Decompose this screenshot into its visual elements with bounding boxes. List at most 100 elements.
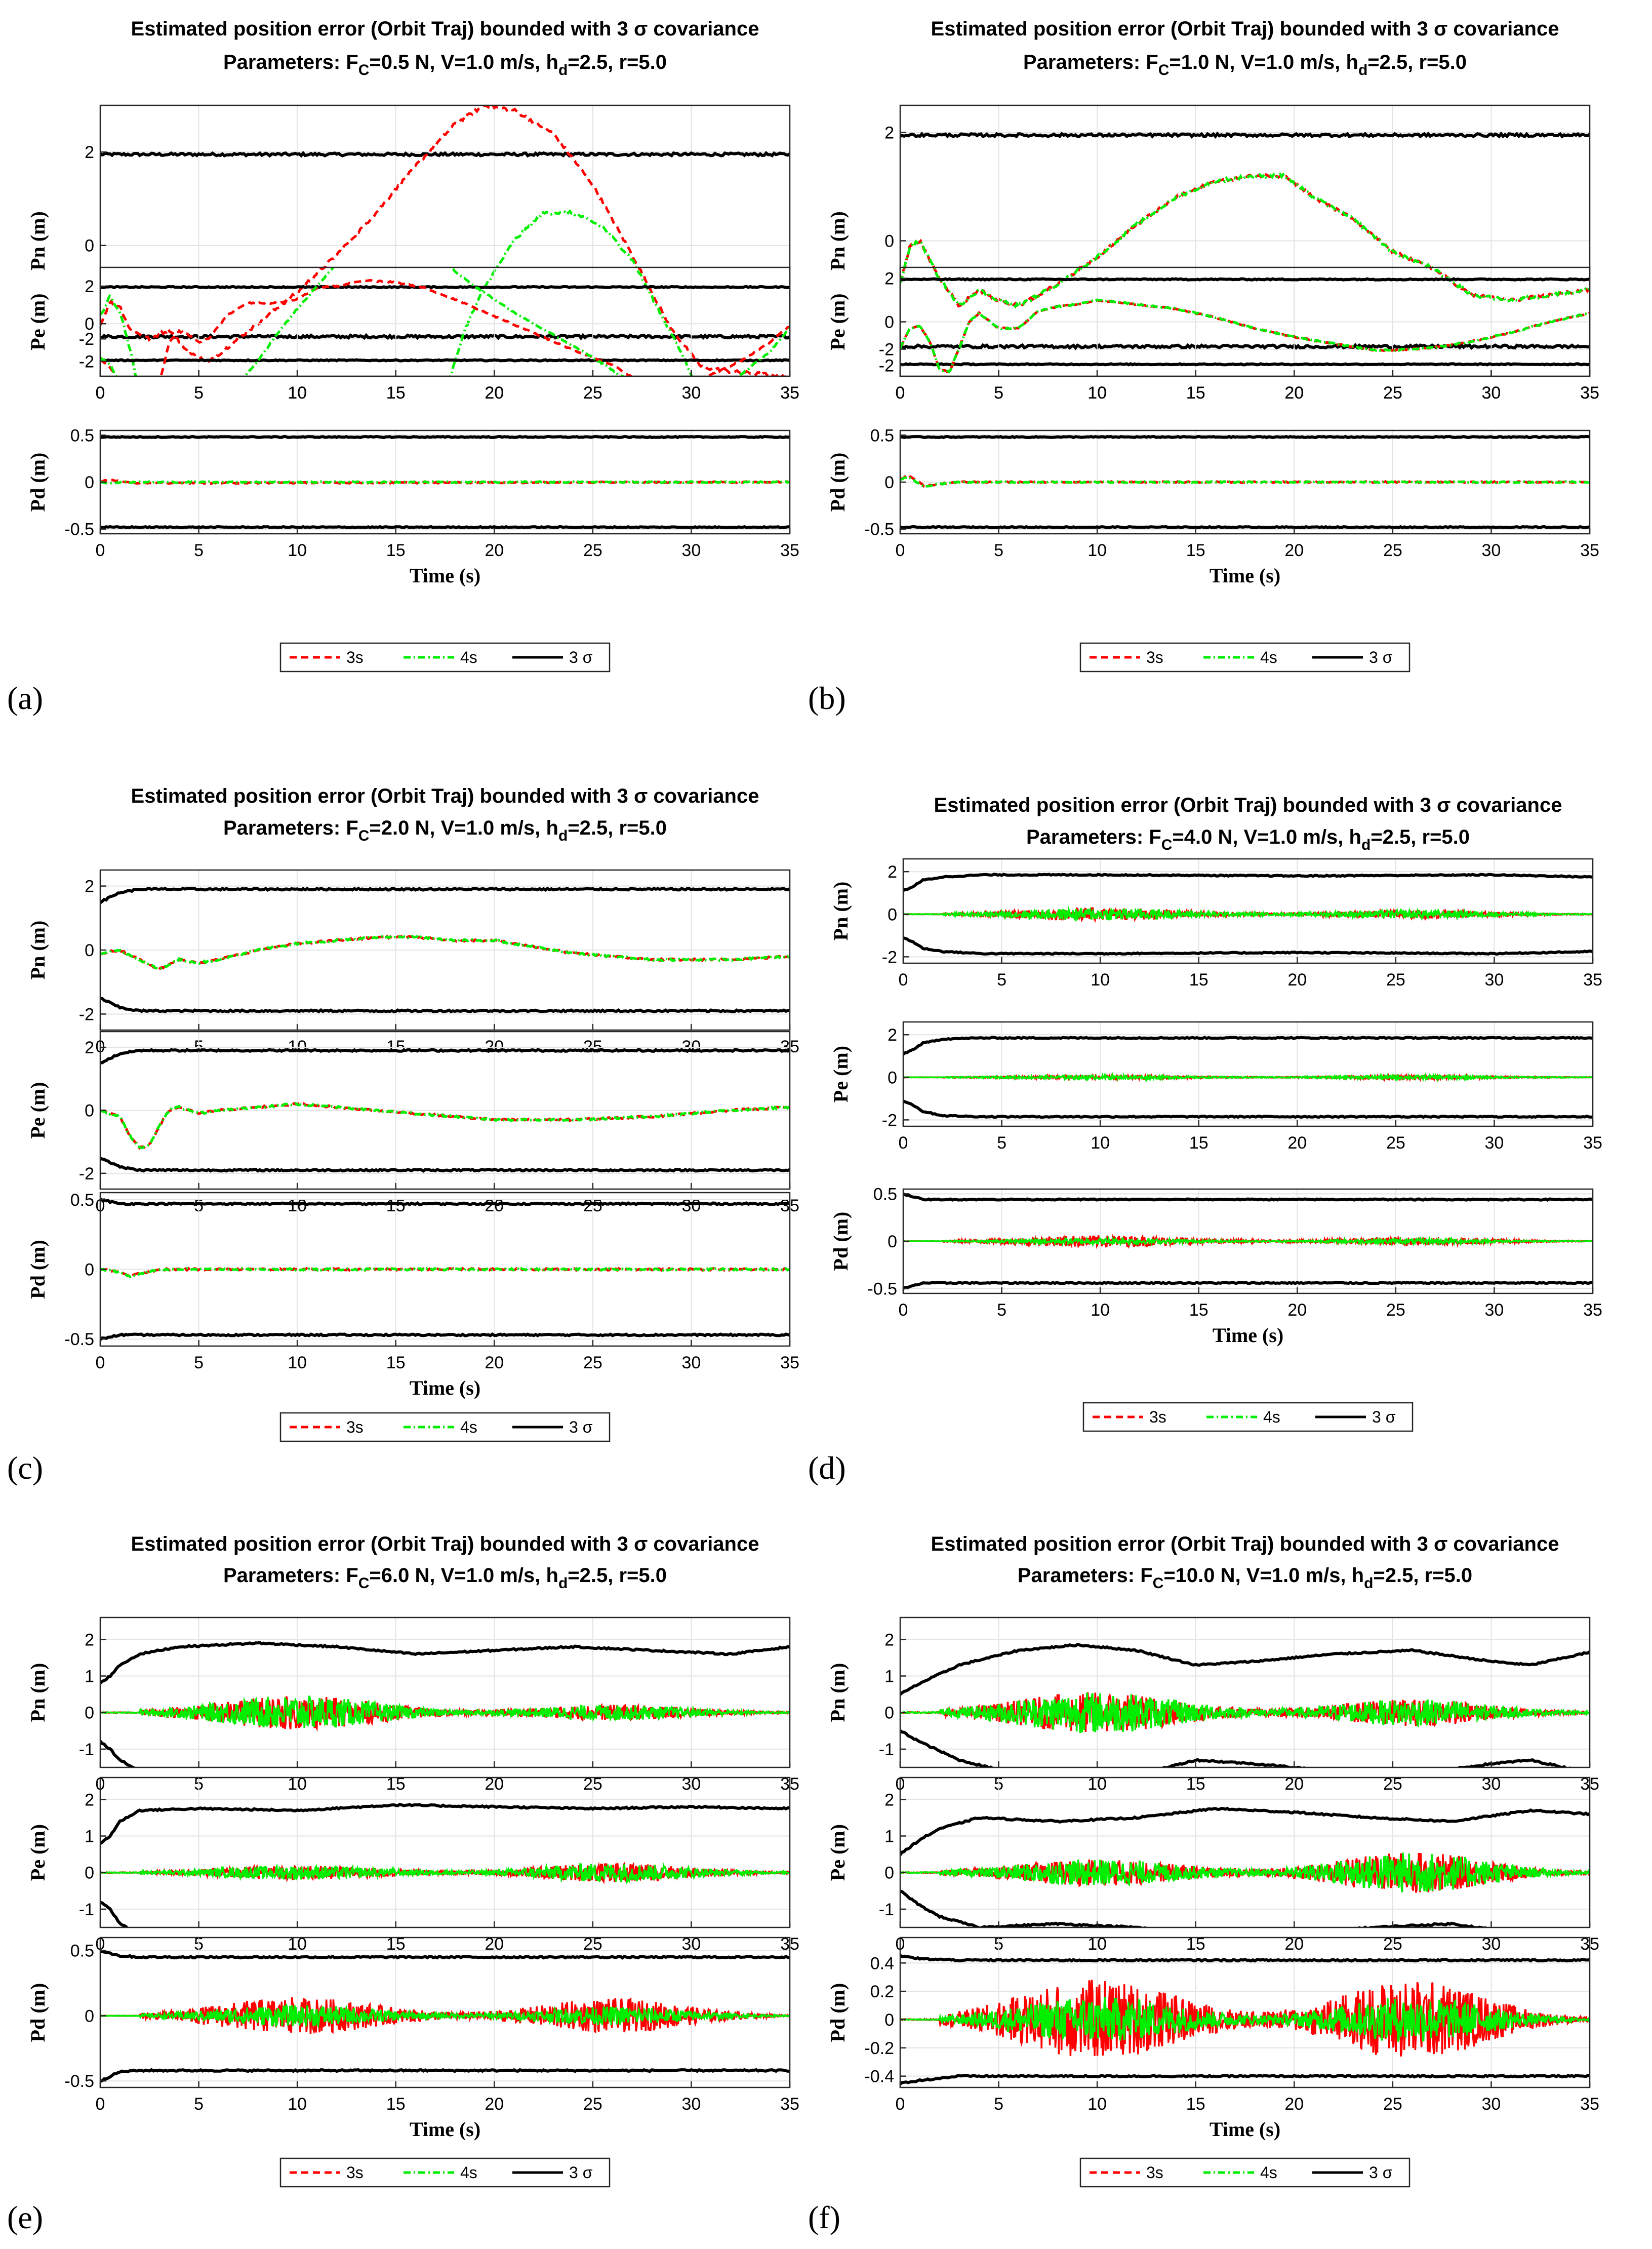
sigma-upper-line [900,1954,1590,1963]
subtitle-part: =2.5, r=5.0 [1371,826,1470,848]
y-tick-label: 0 [85,1704,94,1723]
x-tick-label: 5 [997,970,1006,990]
x-tick-label: 25 [1383,2095,1402,2114]
x-tick-label: 30 [1485,970,1504,990]
panel-caption: (c) [7,1450,43,1486]
y-axis-label: Pd (m) [26,453,49,512]
y-tick-label: 0 [85,941,94,960]
x-tick-label: 35 [780,541,799,560]
y-tick-label: -2 [879,357,894,376]
y-tick-label: 0 [85,314,94,334]
subtitle-subscript: d [558,1575,568,1592]
x-tick-label: 10 [288,2095,307,2114]
x-tick-label: 10 [1087,2095,1107,2114]
y-tick-label: -0.5 [64,520,94,539]
y-axis-label: Pn (m) [26,1663,49,1722]
plot-area [100,1949,790,2083]
series-4s-line [903,1072,1593,1083]
y-tick-label: -0.5 [864,520,894,539]
y-tick-label: -2 [882,948,897,967]
x-tick-label: 0 [896,383,905,403]
sigma-upper-line [903,873,1593,892]
y-tick-label: 0 [888,1068,897,1087]
chart-subtitle: Parameters: FC=4.0 N, V=1.0 m/s, hd=2.5,… [1026,826,1470,853]
sigma-upper-line [100,150,790,158]
y-tick-label: -0.5 [867,1280,897,1299]
x-tick-label: 20 [1287,1300,1307,1320]
y-tick-label: 0 [85,236,94,256]
sigma-upper-line [100,1048,790,1064]
x-tick-label: 0 [899,1300,908,1320]
plot-frame [902,1021,1594,1127]
subtitle-subscript: C [1158,62,1170,78]
series-4s-line [100,1695,790,1729]
sigma-upper-line [900,1643,1590,1696]
legend-label-0: 3s [346,1418,364,1436]
plot-area [900,1954,1590,2085]
sigma-upper-line [100,1198,790,1207]
x-tick-label: 35 [1583,1133,1602,1153]
subtitle-subscript: C [358,62,370,78]
y-axis-label: Pe (m) [826,293,849,350]
plot-area [100,1802,790,1927]
x-tick-label: 0 [96,541,105,560]
subtitle-subscript: d [558,827,568,844]
x-tick-label: 0 [96,2095,105,2114]
sigma-upper-line [100,435,790,440]
x-tick-label: 25 [1386,1133,1405,1153]
x-tick-label: 30 [1482,383,1501,403]
chart-subtitle: Parameters: FC=2.0 N, V=1.0 m/s, hd=2.5,… [223,817,667,844]
y-tick-label: -0.4 [864,2067,894,2086]
y-tick-label: -2 [79,1164,94,1183]
series-3s-line [100,279,790,376]
x-tick-label: 20 [1284,541,1304,560]
y-tick-label: 0 [884,1864,894,1883]
subtitle-subscript: C [358,1575,370,1592]
y-tick-label: 2 [85,1630,94,1649]
subtitle-part: =2.5, r=5.0 [568,817,667,839]
x-tick-label: 20 [1284,2095,1304,2114]
sigma-lower-line [100,997,790,1014]
legend-label-2: 3 σ [569,648,593,666]
x-tick-label: 5 [194,383,204,403]
x-tick-label: 15 [386,1353,406,1372]
chart-title: Estimated position error (Orbit Traj) bo… [131,18,759,40]
series-4s-line [100,2003,790,2029]
sigma-lower-line [100,333,790,341]
y-tick-label: -1 [879,1740,894,1759]
y-axis-label: Pd (m) [26,1983,49,2042]
sigma-upper-line [900,131,1590,139]
y-axis-label: Pd (m) [26,1240,49,1299]
y-tick-label: -2 [79,352,94,371]
y-axis-label: Pe (m) [26,1082,49,1138]
y-tick-label: -2 [79,1005,94,1024]
legend-label-0: 3s [1146,648,1163,666]
x-tick-label: 25 [583,541,602,560]
y-tick-label: 2 [884,1790,894,1809]
subtitle-part: Parameters: F [1018,1564,1153,1587]
x-tick-label: 35 [780,383,799,403]
x-tick-label: 35 [780,383,799,403]
plot-area [100,435,790,530]
x-tick-label: 5 [994,383,1003,403]
sigma-lower-line [900,343,1590,350]
panel-caption: (d) [808,1450,846,1486]
x-tick-label: 30 [682,541,701,560]
y-tick-label: 2 [888,862,897,882]
x-tick-label: 0 [896,383,905,403]
y-tick-label: 2 [85,877,94,896]
x-tick-label: 10 [1087,383,1107,403]
x-tick-label: 15 [1186,2095,1205,2114]
y-tick-label: 0 [884,1704,894,1723]
sigma-upper-line [900,435,1590,440]
chart-f: Estimated position error (Orbit Traj) bo… [808,1533,1599,2235]
x-tick-label: 5 [194,383,204,403]
plot-area [100,1048,790,1173]
sigma-lower-line [903,1281,1593,1290]
x-tick-label: 0 [96,383,105,403]
chart-subtitle: Parameters: FC=6.0 N, V=1.0 m/s, hd=2.5,… [223,1564,667,1592]
